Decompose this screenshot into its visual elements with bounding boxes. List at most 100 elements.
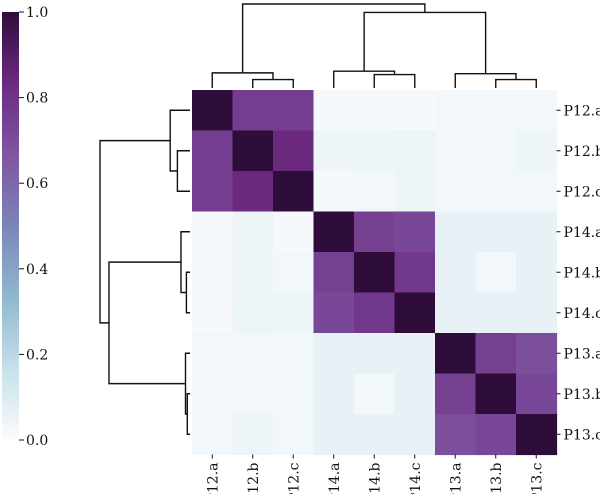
heatmap-cell [313,90,355,132]
heatmap-cell [232,292,274,334]
left-dendrogram [99,109,190,435]
top-dendrogram-link [373,73,416,88]
heatmap-cell [192,252,234,294]
heatmap-cell [516,130,558,172]
left-dendrogram-link [99,139,171,324]
column-labels: P12.a P12.b P12.c P14.a P14.b P14.c P13.a P13.b… [205,454,545,494]
heatmap-cell [435,252,477,294]
colorbar-tick-label: 0.2 [26,347,48,363]
heatmap-cell [435,414,477,456]
heatmap-cell [475,211,517,253]
top-dendrogram-link [211,72,274,88]
heatmap-cell [232,333,274,375]
heatmap-cell [516,90,558,132]
heatmap-cell [475,90,517,132]
heatmap-cell [354,130,396,172]
heatmap-cell [475,414,517,456]
top-dendrogram [211,3,537,88]
heatmap-cell [313,252,355,294]
left-dendrogram-link [169,109,190,172]
row-label: P14.a [564,225,600,241]
heatmap-cell [273,211,315,253]
column-label: P13.b [489,462,505,494]
heatmap-cell [232,211,274,253]
heatmap-cell [232,373,274,415]
colorbar-tick-label: 0.0 [26,433,48,449]
column-label: P13.c [529,462,545,494]
column-label: P12.c [286,462,302,494]
heatmap-cell [192,90,234,132]
heatmap-cell [475,373,517,415]
heatmap-cell [354,171,396,213]
column-label: P12.b [246,462,262,494]
heatmap-cell [192,171,234,213]
heatmap-cell [232,90,274,132]
left-dendrogram-link [185,271,190,314]
heatmap-cell [232,252,274,294]
heatmap-grid [192,90,558,456]
top-dendrogram-link [252,78,294,88]
heatmap-cell [435,333,477,375]
left-dendrogram-link [176,150,190,192]
heatmap-cell [273,171,315,213]
heatmap-cell [313,211,355,253]
row-label: P13.b [564,387,600,403]
heatmap-cell [475,252,517,294]
left-dendrogram-link [108,261,186,385]
heatmap-cell [394,252,436,294]
top-dendrogram-link [241,3,426,73]
heatmap-cell [192,211,234,253]
heatmap-cell [394,211,436,253]
heatmap-cell [313,130,355,172]
heatmap-cell [232,130,274,172]
heatmap-cell [273,252,315,294]
heatmap-cell [394,130,436,172]
heatmap-cell [273,373,315,415]
heatmap-cell [516,252,558,294]
colorbar-tick-label: 0.8 [26,91,48,107]
column-label: P14.a [327,463,343,494]
heatmap-cell [354,333,396,375]
heatmap-cell [394,171,436,213]
heatmap-cell [273,333,315,375]
left-dendrogram-link [186,393,190,435]
heatmap-cell [394,292,436,334]
heatmap-cell [475,292,517,334]
heatmap-cell [435,130,477,172]
top-dendrogram-link [333,70,396,88]
heatmap-cell [313,373,355,415]
column-label: P14.b [367,462,383,494]
heatmap-cell [475,333,517,375]
heatmap-cell [192,130,234,172]
column-label: P13.a [448,463,464,494]
colorbar-tick-label: 1.0 [26,5,48,21]
heatmap-cell [435,211,477,253]
heatmap-cell [273,130,315,172]
column-label: P12.a [205,463,221,494]
row-label: P12.c [564,184,600,200]
heatmap-cell [354,292,396,334]
heatmap-cell [516,171,558,213]
heatmap-cell [232,414,274,456]
column-label: P14.c [408,462,424,494]
heatmap-cell [516,333,558,375]
heatmap-cell [232,171,274,213]
row-label: P12.a [564,103,600,119]
colorbar: 0.0 0.2 0.4 0.6 0.8 1.0 [2,5,48,449]
heatmap-cell [192,333,234,375]
left-dendrogram-link [180,231,190,294]
heatmap-cell [475,130,517,172]
heatmap-cell [435,171,477,213]
heatmap-cell [354,252,396,294]
colorbar-gradient [2,12,19,440]
heatmap-cell [394,373,436,415]
heatmap-cell [475,171,517,213]
row-labels: P12.a P12.b P12.c P14.a P14.b P14.c P13.a P13.b… [556,103,600,443]
heatmap-cell [516,211,558,253]
heatmap-cell [273,90,315,132]
colorbar-ticks: 0.0 0.2 0.4 0.6 0.8 1.0 [19,5,48,449]
heatmap-cell [313,171,355,213]
heatmap-cell [516,373,558,415]
heatmap-cell [394,333,436,375]
